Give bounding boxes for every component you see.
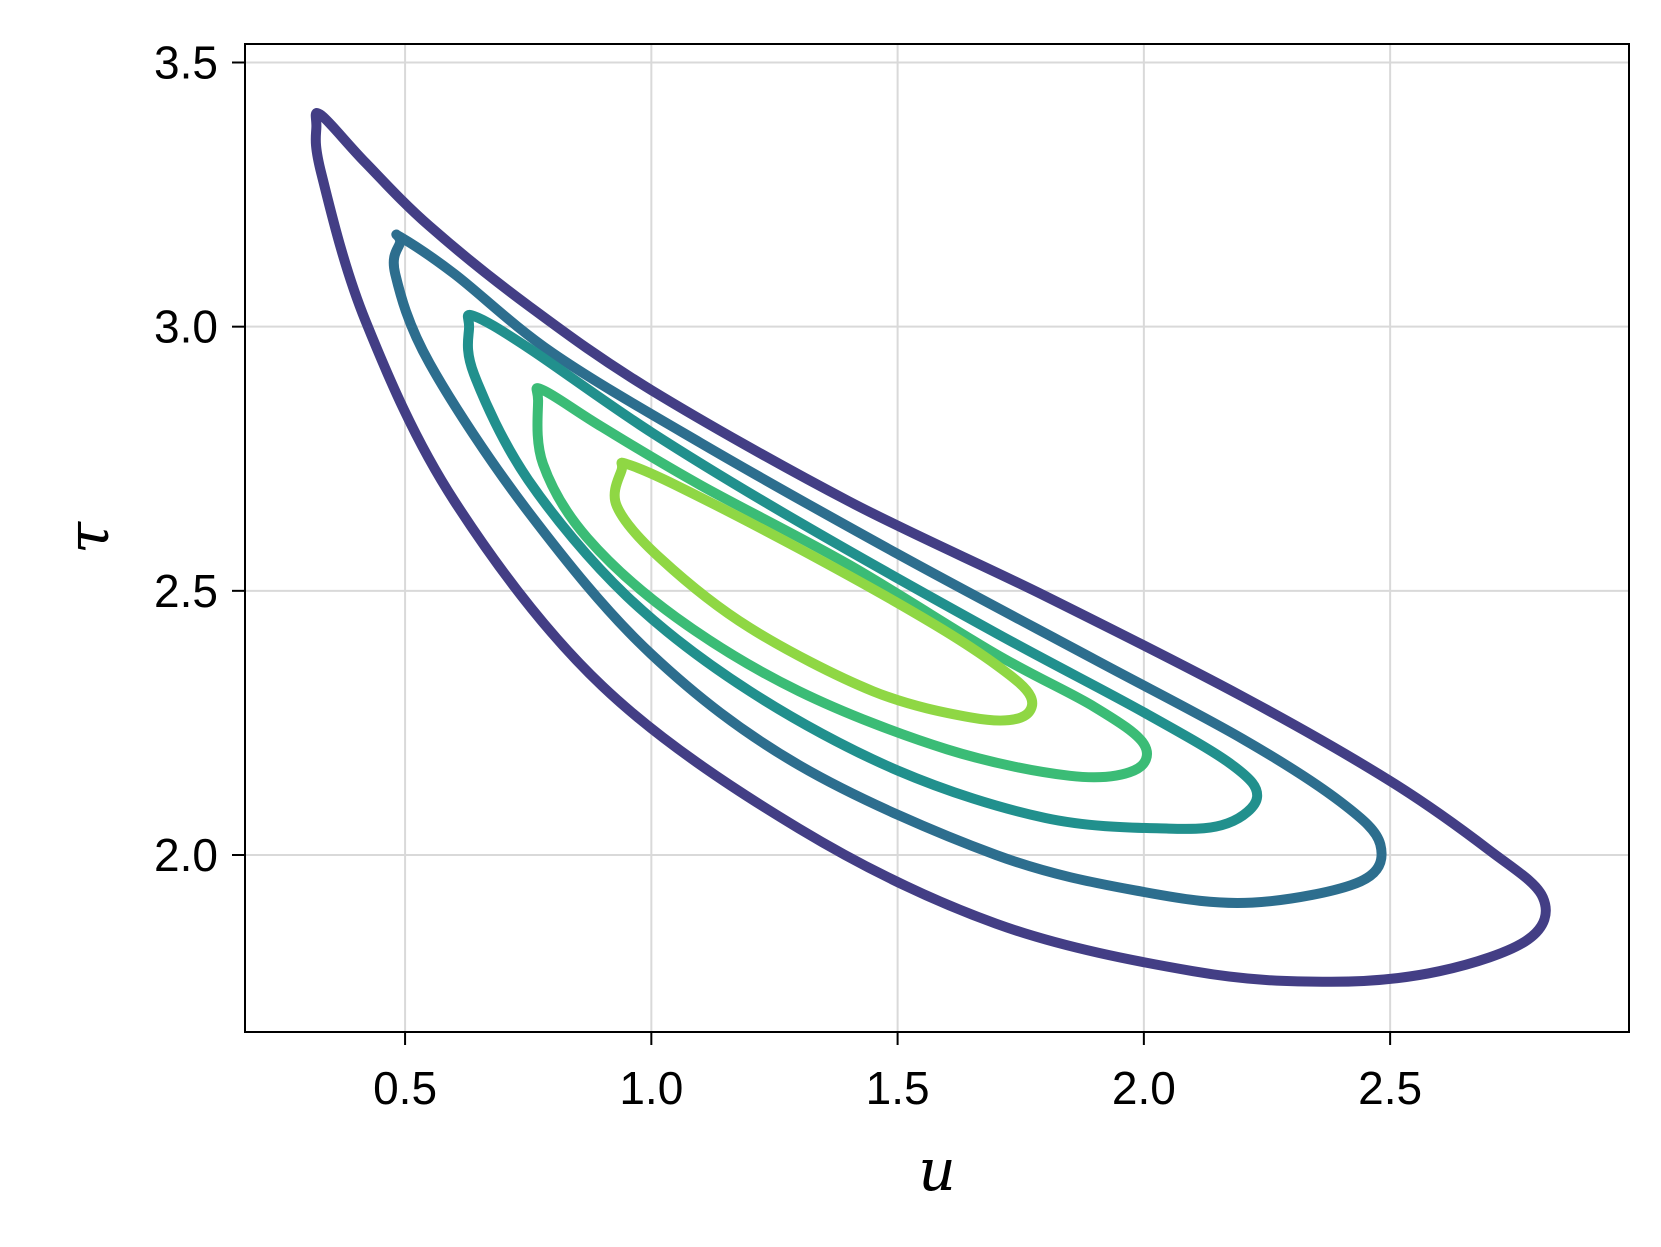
x-tick-label: 0.5 [373,1062,437,1114]
y-tick-label: 2.5 [154,565,218,617]
y-tick-label: 2.0 [154,829,218,881]
y-tick-label: 3.5 [154,36,218,88]
contour-level-1 [310,108,1551,987]
contour-lines [310,108,1551,987]
x-tick-label: 2.0 [1112,1062,1176,1114]
x-tick-label: 1.0 [619,1062,683,1114]
x-tick-label: 2.5 [1358,1062,1422,1114]
x-tick-label: 1.5 [866,1062,930,1114]
axis-ticks: 0.5 1.0 1.5 2.0 2.5 2.0 2.5 3.0 3.5 [154,36,1422,1114]
contour-level-4 [531,383,1152,783]
contour-level-3 [462,309,1263,834]
contour-level-2 [388,229,1387,908]
y-axis-label: τ [54,521,122,554]
x-axis-label: u [918,1136,955,1204]
grid-lines [245,44,1629,1032]
contour-level-5 [609,457,1038,726]
plot-area-frame [244,43,1630,1033]
y-tick-label: 3.0 [154,301,218,353]
